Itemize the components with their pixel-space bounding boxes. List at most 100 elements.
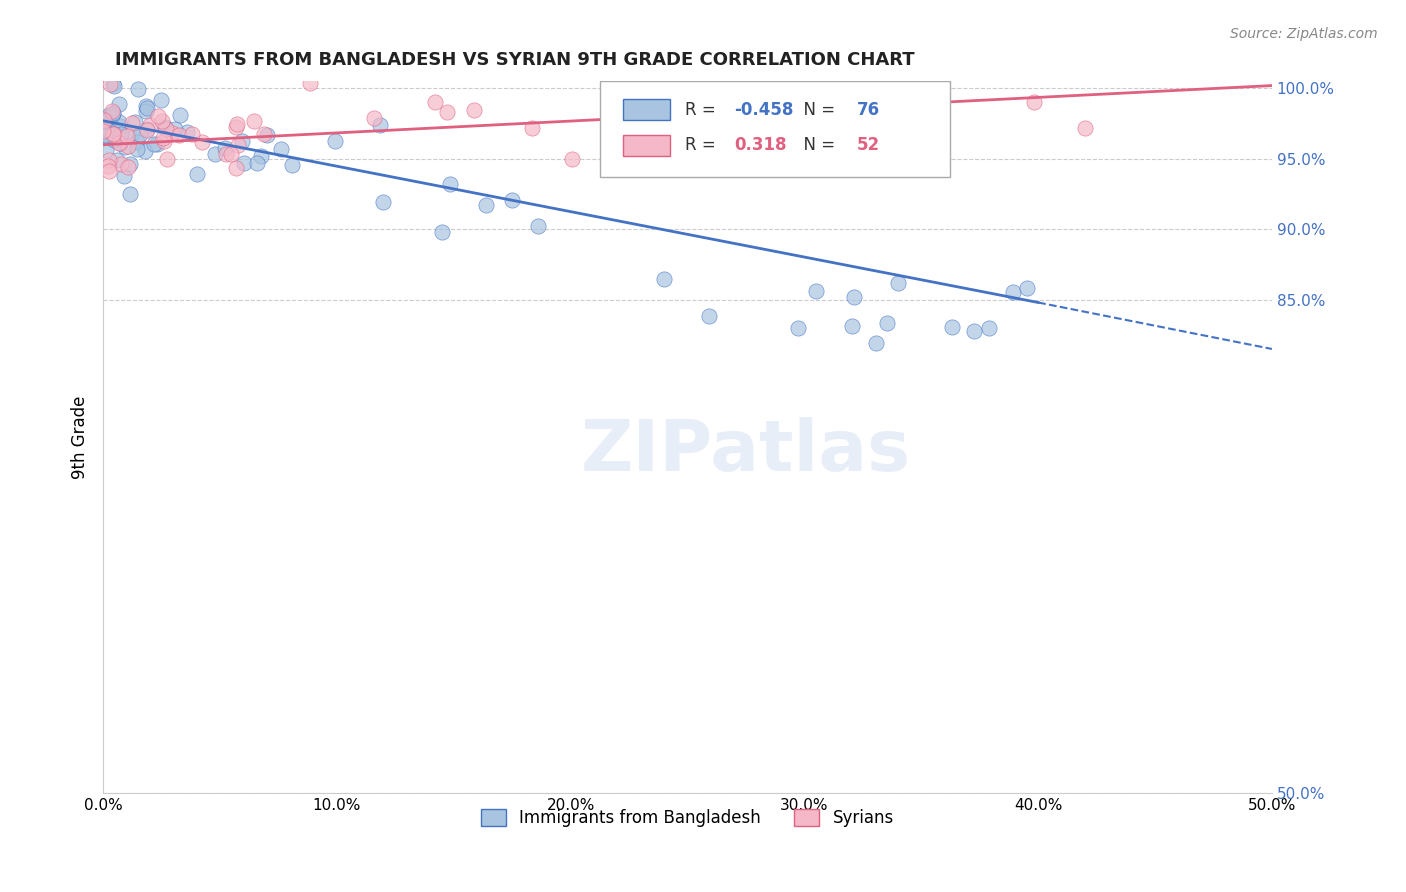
Point bbox=[155, 121, 177, 136]
Point bbox=[117, 129, 139, 144]
Point bbox=[298, 76, 321, 90]
Text: N =: N = bbox=[793, 136, 839, 154]
Point bbox=[127, 142, 149, 156]
Point bbox=[103, 127, 125, 141]
Point bbox=[101, 107, 124, 121]
Point bbox=[1017, 281, 1039, 295]
Point bbox=[787, 320, 810, 334]
Point bbox=[253, 127, 276, 141]
Point bbox=[108, 96, 131, 111]
Y-axis label: 9th Grade: 9th Grade bbox=[72, 395, 89, 479]
Point bbox=[100, 120, 122, 135]
Point bbox=[97, 153, 120, 167]
Text: R =: R = bbox=[685, 136, 727, 154]
Point bbox=[100, 128, 122, 142]
Point bbox=[114, 140, 136, 154]
Point bbox=[125, 135, 148, 149]
Point bbox=[1002, 285, 1025, 300]
Text: ZIPatlas: ZIPatlas bbox=[581, 417, 911, 486]
FancyBboxPatch shape bbox=[623, 135, 671, 156]
Point bbox=[520, 120, 543, 135]
Point bbox=[135, 99, 157, 113]
Point bbox=[371, 195, 394, 210]
Point bbox=[831, 115, 853, 129]
Point bbox=[93, 116, 115, 130]
Point bbox=[924, 78, 946, 93]
Point bbox=[101, 107, 124, 121]
Point bbox=[142, 136, 165, 151]
Point bbox=[98, 123, 121, 137]
Point bbox=[167, 128, 190, 142]
Point bbox=[887, 277, 910, 291]
Point bbox=[439, 178, 461, 192]
Point bbox=[186, 167, 208, 181]
Point bbox=[135, 103, 157, 118]
Point bbox=[865, 335, 887, 350]
Point bbox=[124, 115, 146, 129]
Point bbox=[463, 103, 485, 117]
Point bbox=[844, 290, 866, 304]
Point bbox=[475, 198, 498, 212]
Point bbox=[891, 76, 914, 90]
Point bbox=[652, 272, 675, 286]
Point bbox=[108, 115, 131, 129]
Point bbox=[108, 136, 131, 150]
Point bbox=[423, 95, 446, 109]
Point bbox=[135, 101, 157, 115]
Text: 0.318: 0.318 bbox=[734, 136, 787, 154]
Point bbox=[561, 152, 583, 166]
Point bbox=[256, 128, 278, 142]
Point bbox=[834, 87, 856, 101]
Point bbox=[226, 137, 249, 152]
Point bbox=[977, 320, 1000, 334]
Point bbox=[121, 126, 143, 140]
Point bbox=[249, 149, 271, 163]
Text: 76: 76 bbox=[858, 101, 880, 119]
Point bbox=[93, 124, 115, 138]
Point bbox=[215, 147, 238, 161]
Point bbox=[1074, 120, 1097, 135]
Text: N =: N = bbox=[793, 101, 839, 119]
FancyBboxPatch shape bbox=[623, 99, 671, 120]
Point bbox=[118, 186, 141, 201]
Point bbox=[117, 139, 139, 153]
Point bbox=[153, 120, 176, 135]
Point bbox=[108, 136, 131, 150]
Point bbox=[108, 119, 131, 133]
Point bbox=[129, 127, 152, 141]
Point bbox=[697, 309, 720, 323]
Point bbox=[363, 111, 385, 125]
Point bbox=[94, 127, 117, 141]
Point bbox=[270, 142, 292, 156]
Point bbox=[214, 140, 236, 154]
Point bbox=[97, 159, 120, 173]
Point bbox=[1022, 95, 1045, 109]
Point bbox=[110, 127, 132, 141]
Point bbox=[735, 93, 758, 107]
Point bbox=[152, 130, 174, 145]
Point bbox=[98, 77, 121, 91]
Point bbox=[98, 163, 121, 178]
Point bbox=[876, 316, 898, 330]
Text: IMMIGRANTS FROM BANGLADESH VS SYRIAN 9TH GRADE CORRELATION CHART: IMMIGRANTS FROM BANGLADESH VS SYRIAN 9TH… bbox=[115, 51, 914, 69]
Point bbox=[136, 123, 159, 137]
Point bbox=[872, 74, 894, 88]
Text: R =: R = bbox=[685, 101, 721, 119]
FancyBboxPatch shape bbox=[600, 81, 950, 178]
Point bbox=[754, 101, 776, 115]
Point bbox=[806, 284, 828, 298]
Point bbox=[180, 128, 202, 142]
Point bbox=[169, 108, 191, 122]
Point bbox=[120, 157, 142, 171]
Point bbox=[103, 127, 125, 141]
Point bbox=[127, 82, 149, 96]
Legend: Immigrants from Bangladesh, Syrians: Immigrants from Bangladesh, Syrians bbox=[474, 803, 901, 834]
Point bbox=[323, 134, 346, 148]
Point bbox=[110, 157, 132, 171]
Point bbox=[94, 114, 117, 128]
Text: 52: 52 bbox=[858, 136, 880, 154]
Point bbox=[176, 125, 198, 139]
Point bbox=[225, 120, 247, 135]
Point bbox=[101, 106, 124, 120]
Point bbox=[963, 325, 986, 339]
